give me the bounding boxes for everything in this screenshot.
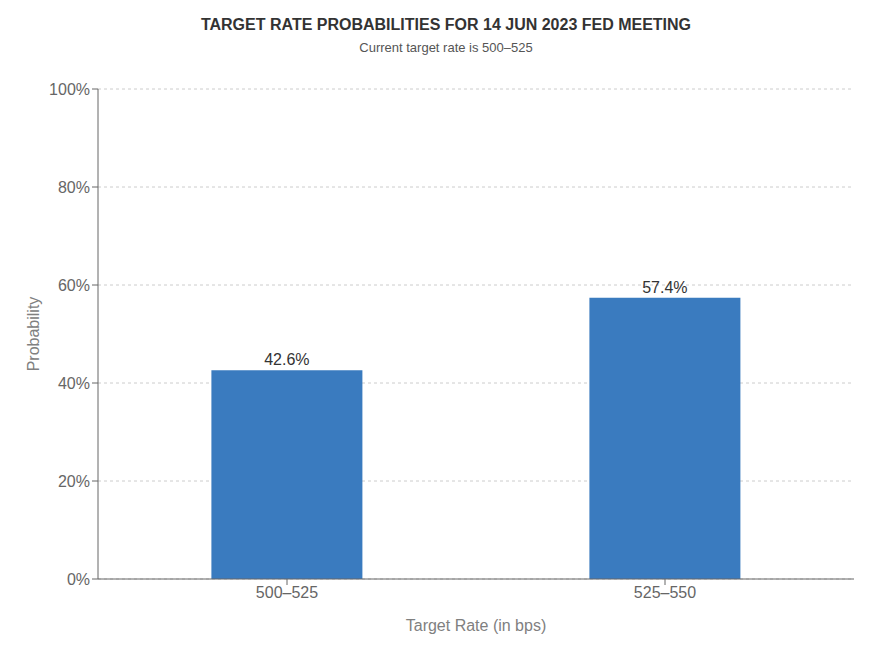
svg-text:100%: 100%: [49, 81, 90, 98]
svg-text:Target Rate (in bps): Target Rate (in bps): [406, 617, 547, 634]
svg-text:525–550: 525–550: [634, 584, 696, 601]
html-text:TARGET RATE PROBABILITIES FOR: TARGET RATE PROBABILITIES FOR 14 JUN 202…: [200, 16, 692, 33]
svg-text:Probability: Probability: [25, 297, 42, 372]
svg-text:80%: 80%: [58, 179, 90, 196]
svg-text:60%: 60%: [58, 277, 90, 294]
html-text:Current target rate is 500–525: Current target rate is 500–525: [359, 40, 533, 55]
svg-text:42.6%: 42.6%: [264, 351, 309, 368]
svg-text:0%: 0%: [67, 571, 90, 588]
svg-text:40%: 40%: [58, 375, 90, 392]
svg-text:500–525: 500–525: [256, 584, 318, 601]
svg-text:20%: 20%: [58, 473, 90, 490]
svg-text:57.4%: 57.4%: [642, 279, 687, 296]
